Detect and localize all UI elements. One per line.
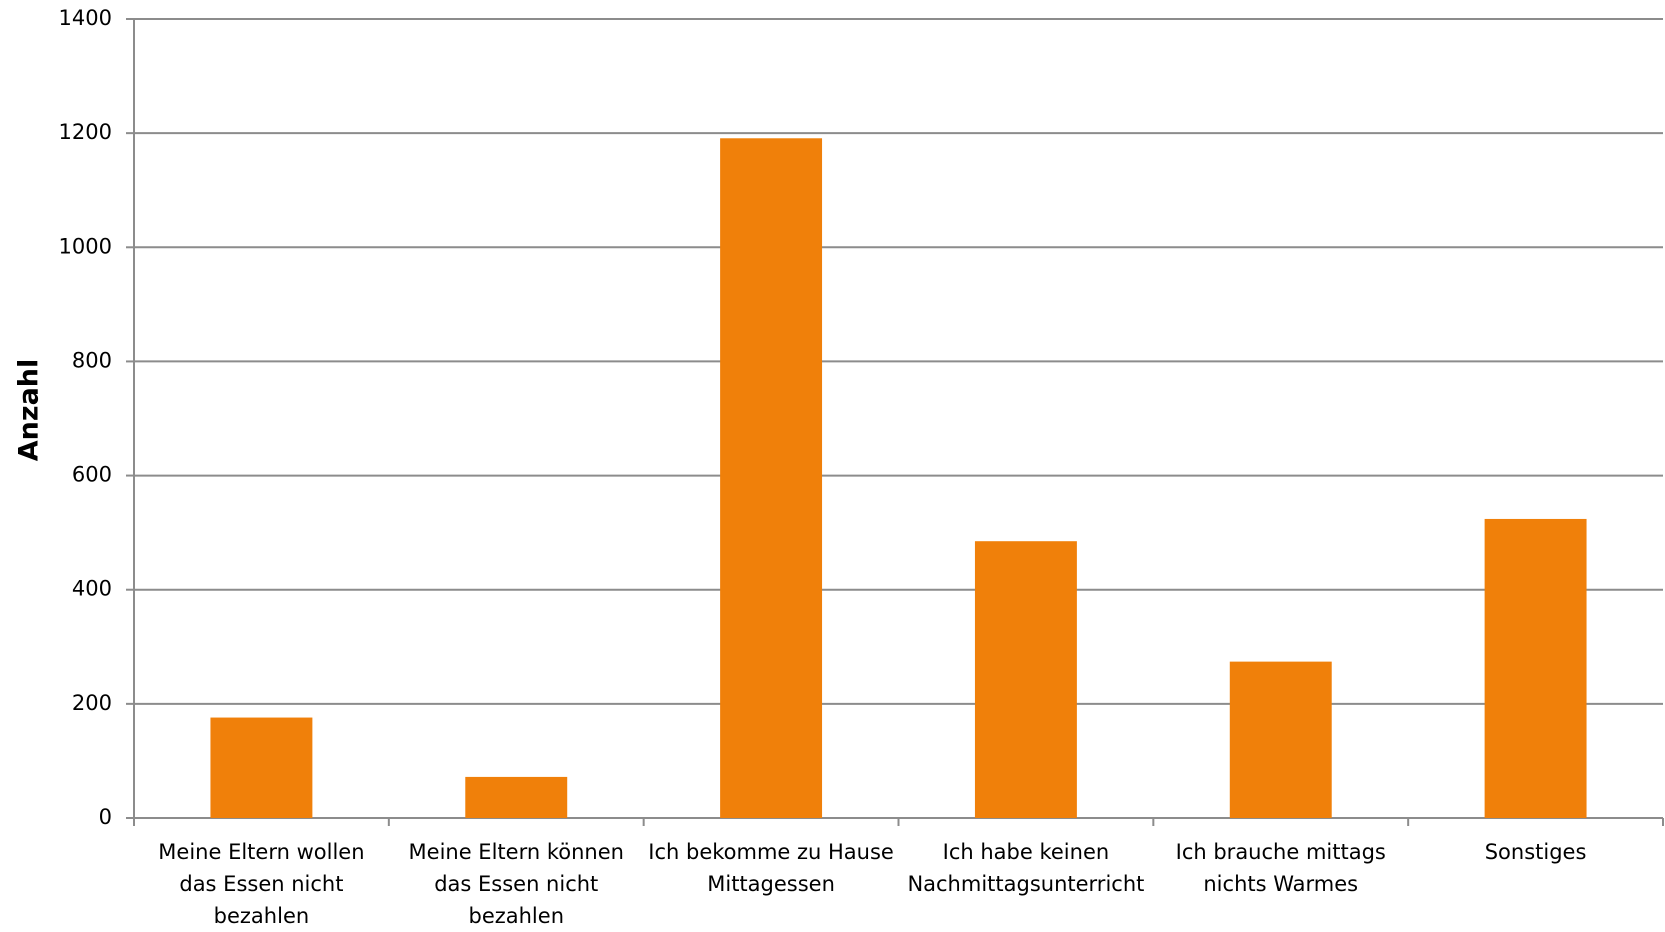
bar bbox=[720, 138, 823, 818]
bar bbox=[974, 541, 1077, 818]
y-tick-label: 200 bbox=[72, 691, 112, 715]
bar bbox=[1229, 661, 1332, 818]
x-tick-label: Meine Eltern können das Essen nicht beza… bbox=[408, 840, 624, 928]
y-tick-label: 400 bbox=[72, 577, 112, 601]
bar bbox=[210, 717, 313, 818]
bar bbox=[465, 776, 568, 818]
x-tick-label: Ich habe keinen Nachmittagsunterricht bbox=[907, 840, 1145, 896]
y-tick-label: 1400 bbox=[59, 6, 112, 30]
y-tick-label: 1200 bbox=[59, 120, 112, 144]
x-tick-label: Meine Eltern wollen das Essen nicht beza… bbox=[158, 840, 365, 928]
y-tick-label: 800 bbox=[72, 348, 112, 372]
y-tick-label: 600 bbox=[72, 463, 112, 487]
x-tick-label: Sonstiges bbox=[1484, 840, 1587, 864]
bar bbox=[1484, 518, 1587, 818]
x-tick-label: Ich brauche mittags nichts Warmes bbox=[1175, 840, 1386, 896]
y-tick-label: 0 bbox=[99, 805, 112, 829]
y-tick-label: 1000 bbox=[59, 234, 112, 258]
y-axis-label: Anzahl bbox=[14, 359, 45, 462]
x-tick-label: Ich bekomme zu Hause Mittagessen bbox=[648, 840, 894, 896]
